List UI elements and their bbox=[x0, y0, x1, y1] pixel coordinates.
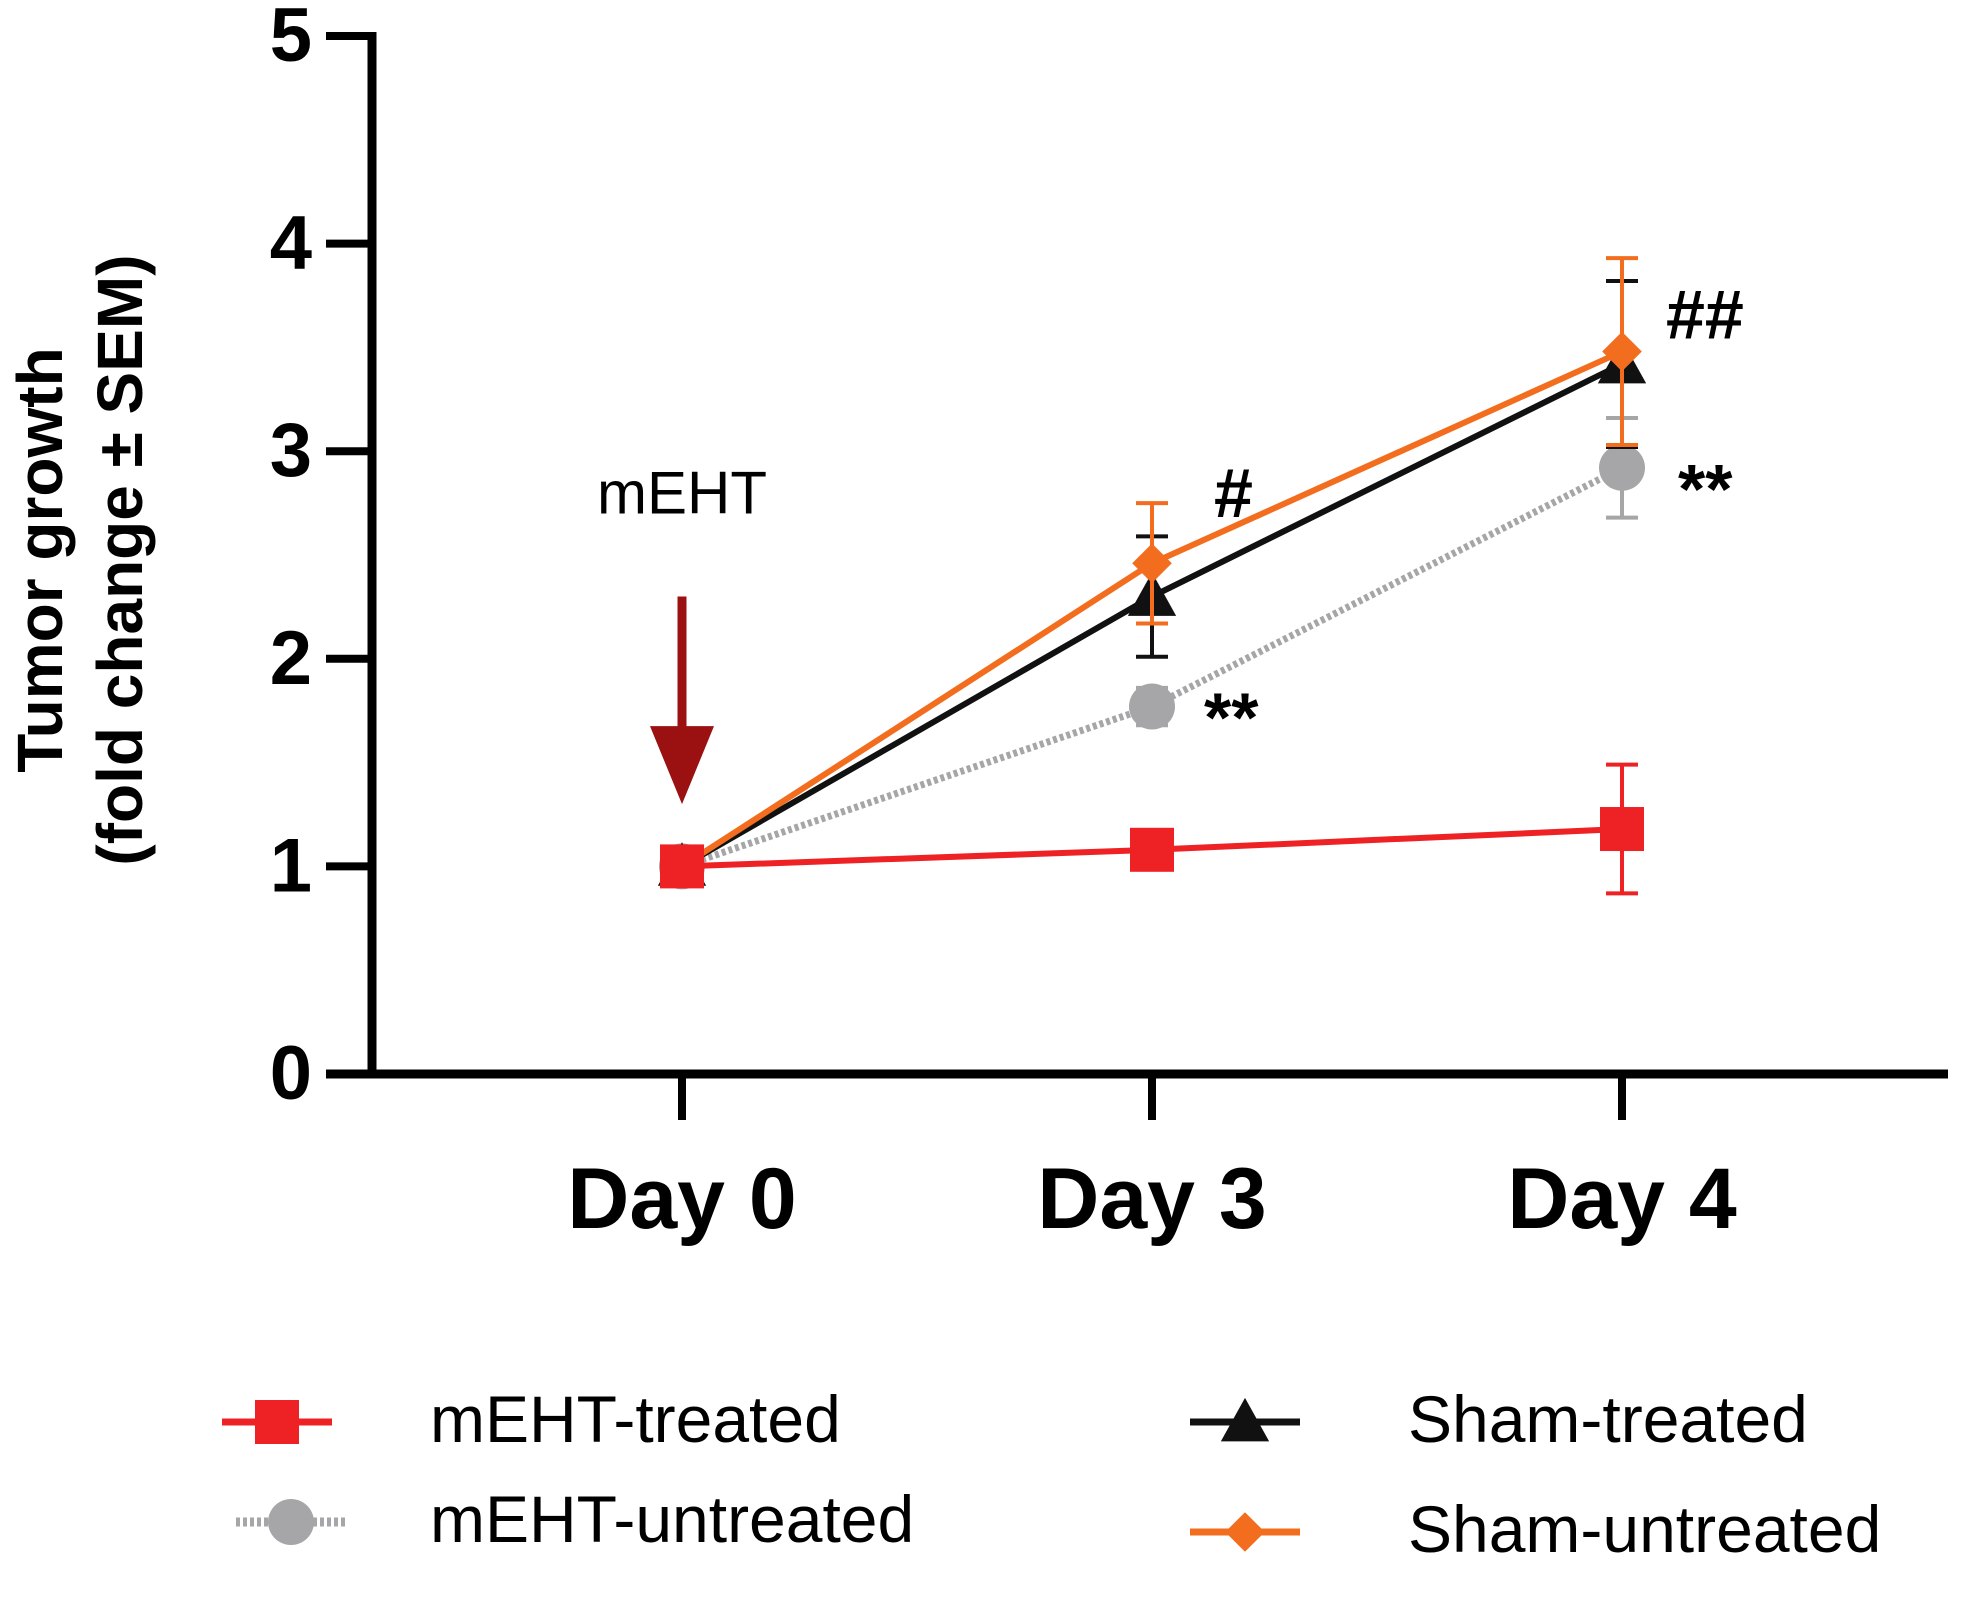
data-point-sham-untreated bbox=[1602, 331, 1642, 372]
data-point-mEHT-untreated bbox=[1129, 683, 1175, 730]
y-tick-label: 1 bbox=[270, 823, 312, 908]
annotation-layer: mEHT # ** ## ** bbox=[597, 276, 1744, 805]
legend-marker-mEHT-untreated bbox=[268, 1499, 314, 1545]
data-point-mEHT-treated bbox=[660, 844, 704, 889]
annotation-arrow-label: mEHT bbox=[597, 460, 767, 527]
annotation-sig-star-day4: ** bbox=[1678, 450, 1733, 528]
treatment-arrow-head bbox=[650, 726, 714, 805]
legend: mEHT-treated Sham-treated mEHT-untreated Sh… bbox=[222, 1382, 1881, 1566]
y-tick-label: 5 bbox=[270, 0, 312, 78]
legend-label-mEHT-untreated: mEHT-untreated bbox=[430, 1482, 914, 1556]
legend-label-sham-untreated: Sham-untreated bbox=[1408, 1492, 1881, 1566]
data-point-mEHT-treated bbox=[1130, 827, 1174, 872]
y-tick-label: 4 bbox=[270, 201, 312, 286]
axes-layer: 0 1 2 3 4 5 Day 0 Day 3 Day 4 Tumor growth (fold c… bbox=[4, 0, 1948, 1247]
legend-label-mEHT-treated: mEHT-treated bbox=[430, 1382, 841, 1456]
x-tick-label: Day 4 bbox=[1507, 1151, 1737, 1247]
data-point-mEHT-treated bbox=[1600, 807, 1644, 852]
legend-marker-sham-treated bbox=[1220, 1397, 1270, 1442]
annotation-sig-star-day3: ** bbox=[1204, 678, 1259, 756]
series-layer bbox=[657, 256, 1647, 896]
x-tick-label: Day 0 bbox=[567, 1151, 797, 1247]
y-tick-label: 2 bbox=[270, 616, 312, 701]
y-tick-label: 3 bbox=[270, 408, 312, 493]
x-tick-label: Day 3 bbox=[1037, 1151, 1267, 1247]
series-line-mEHT-untreated bbox=[680, 464, 1624, 870]
y-axis-title-line1: Tumor growth bbox=[4, 347, 76, 772]
legend-marker-sham-untreated bbox=[1225, 1512, 1265, 1552]
data-point-sham-untreated bbox=[1132, 543, 1172, 584]
legend-marker-mEHT-treated bbox=[255, 1400, 299, 1444]
legend-label-sham-treated: Sham-treated bbox=[1408, 1382, 1808, 1456]
annotation-sig-hash-day4: ## bbox=[1666, 276, 1744, 354]
annotation-sig-hash-day3: # bbox=[1214, 454, 1253, 532]
y-axis-title-line2: (fold change ± SEM) bbox=[84, 254, 156, 865]
data-point-mEHT-untreated bbox=[1599, 444, 1645, 491]
y-tick-label: 0 bbox=[270, 1031, 312, 1116]
